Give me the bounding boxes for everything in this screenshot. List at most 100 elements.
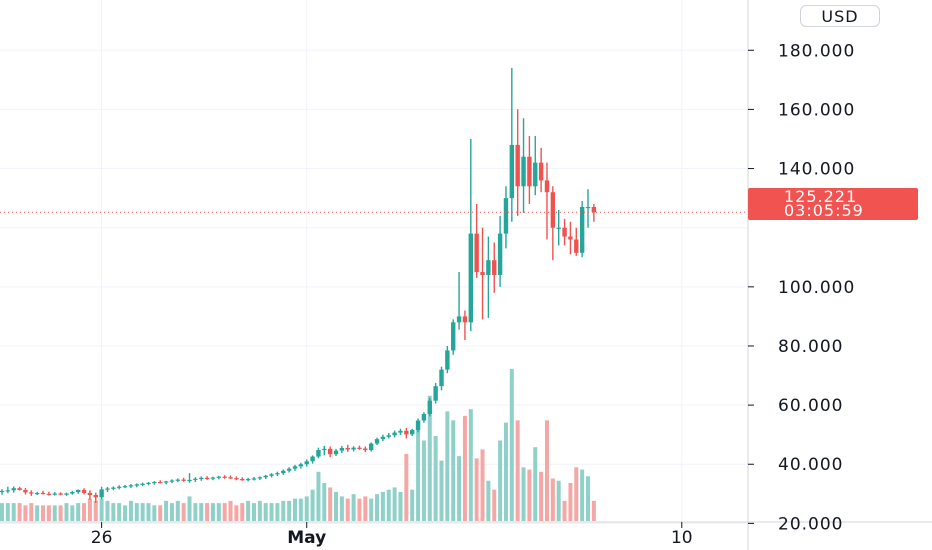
volume-bar: [451, 420, 456, 521]
candle-body: [316, 450, 321, 457]
volume-bar: [93, 500, 98, 521]
candle-body: [163, 481, 169, 483]
price-tick-label: 80.000: [778, 337, 843, 357]
candle-body: [562, 227, 567, 237]
volume-bar: [562, 500, 567, 521]
candle-body: [263, 475, 268, 478]
volume-bar: [257, 500, 262, 521]
price-axis[interactable]: 20.000 40.000 60.000 80.000 100.000 140.000 16…: [748, 41, 855, 534]
candle-body: [257, 477, 263, 479]
candle-body: [515, 144, 520, 187]
price-tick-label: 100.000: [778, 278, 855, 298]
volume-bar: [134, 503, 139, 521]
candle-body: [363, 448, 368, 451]
candle-body: [87, 492, 93, 495]
grid-lines: [0, 0, 748, 524]
volume-bar: [287, 500, 292, 521]
candle-body: [175, 479, 180, 481]
candle-body: [169, 480, 175, 482]
candle-body: [128, 485, 134, 487]
candle-body: [503, 198, 509, 234]
candle-body: [122, 486, 128, 488]
candle-body: [58, 493, 63, 495]
price-tick-label: 20.000: [778, 514, 843, 534]
volume-bar: [304, 496, 309, 521]
candle-body: [445, 350, 450, 370]
volume-bar: [11, 503, 16, 521]
candle-body: [368, 443, 374, 451]
candle-body: [75, 489, 81, 493]
volume-bar: [76, 503, 81, 521]
candle-body: [474, 233, 479, 273]
price-tick-label: 180.000: [778, 41, 855, 61]
candle-body: [427, 400, 432, 414]
volume-bar: [105, 500, 110, 521]
candle-body: [451, 322, 456, 351]
volume-bar: [421, 440, 426, 521]
volume-bar: [298, 498, 303, 521]
volume-bar: [580, 469, 585, 521]
last-price-value: 125.221: [784, 187, 858, 206]
candle-body: [468, 233, 473, 323]
volume-bar: [199, 503, 204, 521]
candle-body: [228, 477, 233, 479]
volume-bar: [187, 496, 192, 521]
volume-bar: [380, 491, 385, 521]
volume-bar: [392, 487, 397, 521]
candle-body: [404, 430, 409, 435]
volume-bar: [169, 503, 174, 521]
volume-bar: [480, 449, 485, 521]
volume-bar: [527, 469, 532, 521]
candle-body: [456, 316, 462, 323]
candle-body: [544, 180, 550, 193]
currency-button[interactable]: USD: [800, 5, 880, 27]
volume-bar: [29, 503, 34, 521]
volume-bar: [52, 505, 57, 521]
candle-body: [410, 429, 415, 435]
volume-bar: [58, 505, 63, 521]
volume-bar: [210, 503, 215, 521]
volume-bar: [492, 489, 497, 521]
candle-body: [533, 162, 538, 187]
candle-body: [585, 206, 591, 209]
volume-bar: [568, 482, 573, 521]
volume-bar: [316, 471, 321, 521]
candle-body: [146, 482, 151, 485]
volume-bar: [275, 503, 280, 521]
candle-body: [579, 206, 585, 253]
candle-body: [93, 495, 98, 498]
candle-body: [345, 447, 350, 450]
last-price-tag: 125.221 03:05:59: [748, 188, 918, 220]
candle-body: [216, 476, 222, 478]
time-axis[interactable]: 26 May 10: [91, 522, 693, 548]
volume-bar: [70, 505, 75, 521]
volume-bar: [445, 411, 450, 521]
volume-bar: [140, 503, 145, 521]
volume-bar: [474, 458, 479, 521]
candle-body: [351, 447, 356, 450]
candle-body: [81, 489, 87, 493]
candle-body: [538, 162, 544, 181]
volume-bar: [539, 471, 544, 521]
candle-body: [480, 272, 485, 275]
volume-bar: [128, 500, 133, 521]
volume-bar: [117, 503, 122, 521]
volume-bar: [64, 503, 69, 521]
volume-bar: [439, 460, 444, 521]
candle-body: [398, 430, 403, 433]
volume-bar: [216, 503, 221, 521]
volume-bar: [398, 491, 403, 521]
candle-body: [29, 492, 34, 494]
candlesticks: [0, 68, 597, 503]
volume-bar: [310, 489, 315, 521]
volume-bar: [240, 503, 245, 521]
candle-body: [11, 488, 16, 491]
candle-body: [322, 448, 327, 451]
candle-body: [140, 483, 145, 485]
candle-body: [521, 156, 526, 187]
candle-body: [333, 450, 339, 455]
candle-body: [105, 488, 110, 490]
volume-bar: [23, 505, 28, 521]
volume-bar: [222, 503, 227, 521]
